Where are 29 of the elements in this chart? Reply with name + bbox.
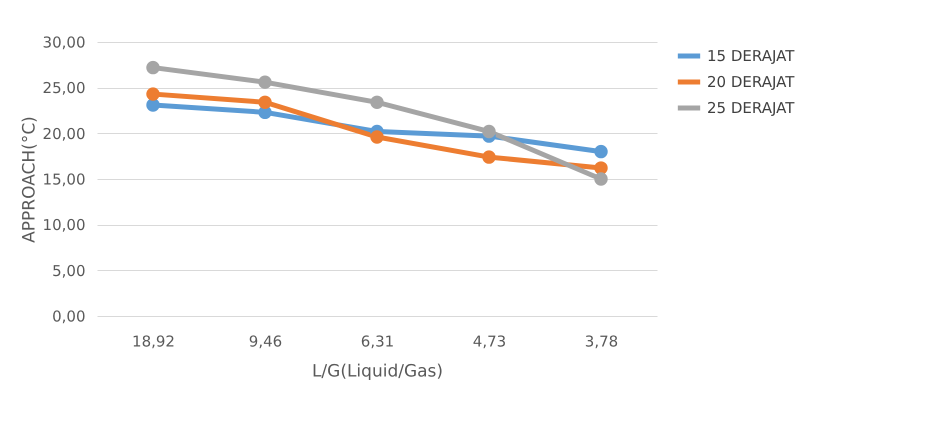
point — [258, 75, 272, 89]
x-tick-label: 4,73 — [472, 332, 506, 350]
x-tick-label: 9,46 — [248, 332, 282, 350]
y-tick-label: 15,00 — [42, 170, 86, 188]
point — [482, 124, 496, 138]
x-tick-label: 3,78 — [584, 332, 618, 350]
y-tick-label: 20,00 — [42, 124, 86, 143]
legend-label: 20 DERAJAT — [707, 73, 796, 91]
y-tick-label: 30,00 — [42, 34, 86, 52]
point — [482, 150, 496, 164]
point — [370, 130, 384, 144]
x-tick-label: 6,31 — [360, 332, 394, 350]
y-axis-title: APPROACH(°C) — [20, 116, 40, 243]
point — [146, 60, 160, 74]
legend-label: 25 DERAJAT — [707, 99, 796, 117]
point — [258, 96, 272, 109]
point — [594, 172, 608, 186]
y-tick-label: 10,00 — [42, 216, 86, 234]
y-tick-label: 25,00 — [42, 79, 86, 98]
y-tick-label: 5,00 — [52, 262, 86, 280]
point — [594, 161, 608, 175]
legend-label: 15 DERAJAT — [707, 47, 796, 65]
point — [146, 87, 160, 101]
point — [146, 98, 160, 112]
y-tick-label: 0,00 — [52, 308, 86, 326]
x-tick-label: 18,92 — [132, 332, 175, 350]
point — [370, 96, 384, 109]
x-axis-title: L/G(Liquid/Gas) — [312, 362, 444, 382]
point — [594, 144, 608, 158]
